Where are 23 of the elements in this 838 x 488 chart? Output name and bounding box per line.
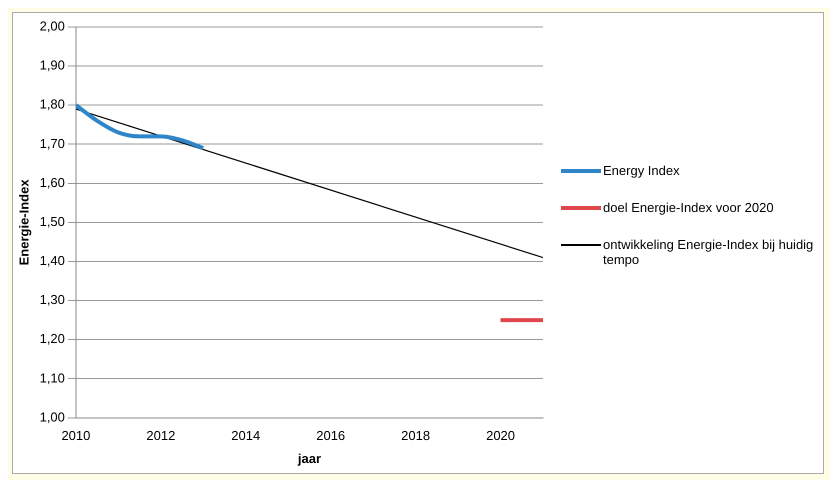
y-tick-label: 1,40 [40, 253, 65, 268]
y-tick-label: 1,70 [40, 136, 65, 151]
line-series [76, 103, 206, 150]
y-axis-title: Energie-Index [16, 178, 32, 266]
x-tick-label: 2020 [486, 428, 515, 444]
y-tick-label: 2,00 [40, 18, 65, 34]
y-tick-label: 1,50 [40, 214, 65, 229]
y-tick-label: 1,60 [40, 174, 65, 190]
x-tick-label: 2018 [401, 428, 430, 444]
x-tick-label: 2014 [231, 428, 260, 444]
x-tick-label: 2016 [316, 428, 346, 444]
x-tick-label: 2012 [146, 428, 176, 444]
y-tick-label: 1,90 [40, 58, 65, 73]
y-tick-label: 1,00 [40, 409, 65, 424]
y-tick-label: 1,80 [40, 96, 65, 112]
x-axis-title: jaar [296, 450, 322, 466]
y-tick-label: 1,10 [40, 370, 65, 386]
y-tick-label: 1,30 [40, 292, 65, 308]
x-tick-label: 2010 [61, 428, 90, 444]
legend-label: doel Energie-Index voor 2020 [602, 200, 774, 215]
legend-label: ontwikkeling Energie-Index bij huidig tempo [602, 237, 814, 267]
y-tick-label: 1,20 [40, 331, 65, 346]
legend-label: Energy Index [602, 163, 680, 178]
